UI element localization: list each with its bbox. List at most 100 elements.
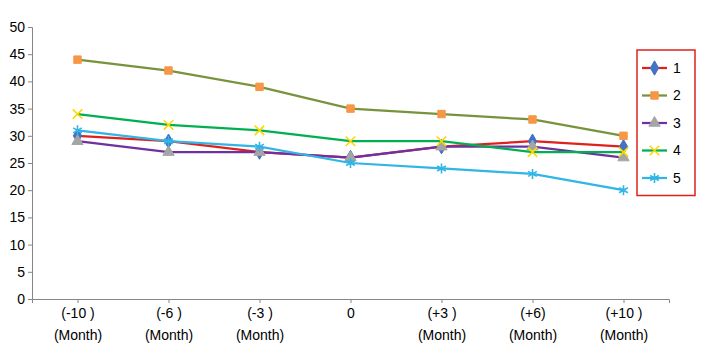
x-tick-label: 0 [347, 305, 355, 321]
x-tick-label: (+10 )(Month) [600, 305, 648, 343]
y-tick: 15 [9, 209, 32, 225]
x-tick-label-line: (Month) [509, 327, 557, 343]
legend-label: 1 [673, 60, 681, 76]
legend-item: 4 [642, 142, 681, 158]
y-tick-label: 30 [9, 128, 25, 144]
y-tick-mark [28, 299, 32, 300]
y-tick-mark [28, 136, 32, 137]
series-marker [73, 125, 82, 135]
series-marker [437, 163, 446, 173]
chart: 05101520253035404550(-10 )(Month)(-6 )(M… [0, 0, 701, 359]
y-tick-label: 45 [9, 46, 25, 62]
y-tick: 10 [9, 237, 32, 253]
legend: 1 2 3 4 5 [637, 50, 695, 196]
x-tick-label: (+6)(Month) [509, 305, 557, 343]
y-tick-label: 15 [9, 209, 25, 225]
x-tick-label-line: (Month) [54, 327, 102, 343]
x-tick-mark [533, 299, 534, 303]
series-marker [164, 136, 173, 146]
y-tick-mark [28, 27, 32, 28]
legend-item: 5 [642, 170, 681, 186]
series-marker [438, 110, 445, 117]
x-tick-label: (+3 )(Month) [418, 305, 466, 343]
x-tick-label-line: (+3 ) [427, 305, 456, 321]
legend-marker [650, 173, 659, 183]
x-tick: (-3 ) (Month) [236, 299, 284, 343]
series-line [78, 114, 624, 152]
x-tick-mark [351, 299, 352, 303]
y-tick: 45 [9, 46, 32, 62]
series-marker [619, 147, 628, 156]
y-tick-mark [28, 54, 32, 55]
plot: 0 5 10 15 20 25 30 35 40 45 50 (-10 ) (Month) (-6 ) (M… [9, 19, 669, 343]
y-tick: 20 [9, 182, 32, 198]
x-tick: (-10 ) (Month) [54, 299, 102, 343]
x-tick-label-line: (Month) [145, 327, 193, 343]
y-tick-mark [28, 272, 32, 273]
x-tick-mark [169, 299, 170, 303]
x-tick: (+3 )(Month) [418, 299, 466, 343]
x-axis-line [33, 300, 670, 304]
series-marker [528, 169, 537, 179]
y-tick: 50 [9, 19, 32, 35]
y-tick-label: 40 [9, 73, 25, 89]
y-tick-label: 35 [9, 101, 25, 117]
x-tick-label: (-10 ) (Month) [54, 305, 102, 343]
series-marker [72, 135, 83, 145]
y-tick-label: 50 [9, 19, 25, 35]
legend-marker [650, 146, 659, 155]
legend-label: 4 [673, 142, 681, 158]
series-marker [255, 126, 264, 135]
y-axis-line [28, 28, 33, 300]
y-tick-mark [28, 190, 32, 191]
legend-item: 2 [642, 87, 681, 103]
series-marker [256, 83, 263, 90]
x-axis: (-10 ) (Month) (-6 ) (Month) (-3 ) (Month) 0 (+… [33, 299, 670, 343]
series-line [78, 130, 624, 190]
x-tick-mark [78, 299, 79, 303]
x-tick-mark [624, 299, 625, 303]
x-tick-mark [260, 299, 261, 303]
y-tick-label: 10 [9, 237, 25, 253]
y-tick: 30 [9, 128, 32, 144]
legend-item: 3 [642, 115, 681, 131]
x-tick: (+6)(Month) [509, 299, 557, 343]
x-tick-label-line: (-10 ) [61, 305, 94, 321]
y-tick-label: 20 [9, 182, 25, 198]
legend-label: 2 [673, 87, 681, 103]
x-tick-label-line: (-6 ) [156, 305, 182, 321]
legend-label: 5 [673, 170, 681, 186]
x-tick: (+10 )(Month) [600, 299, 648, 343]
x-tick: (-6 ) (Month) [145, 299, 193, 343]
x-tick-label-line: (-3 ) [247, 305, 273, 321]
y-tick: 5 [17, 264, 32, 280]
series-marker [164, 120, 173, 129]
legend-item: 1 [642, 60, 681, 76]
x-tick-label: (-6 ) (Month) [145, 305, 193, 343]
series-marker [619, 185, 628, 195]
y-tick-mark [28, 163, 32, 164]
y-tick-mark [28, 81, 32, 82]
legend-marker [649, 116, 660, 126]
x-tick-label-line: (Month) [236, 327, 284, 343]
series-marker [529, 116, 536, 123]
series-marker [163, 146, 174, 156]
y-tick: 35 [9, 101, 32, 117]
y-tick: 0 [17, 291, 32, 307]
y-tick: 25 [9, 155, 32, 171]
y-tick-label: 5 [17, 264, 25, 280]
legend-marker [650, 61, 658, 75]
series-marker [255, 142, 264, 152]
y-tick-label: 25 [9, 155, 25, 171]
series-marker [528, 147, 537, 156]
series-marker [346, 158, 355, 168]
x-tick-label: (-3 ) (Month) [236, 305, 284, 343]
x-tick-label-line: (Month) [600, 327, 648, 343]
series-marker [74, 56, 81, 63]
y-tick-mark [28, 109, 32, 110]
x-tick-mark [442, 299, 443, 303]
legend-box [637, 50, 695, 196]
series-marker [165, 67, 172, 74]
y-tick-mark [28, 217, 32, 218]
y-axis: 0 5 10 15 20 25 30 35 40 45 50 [9, 19, 32, 307]
